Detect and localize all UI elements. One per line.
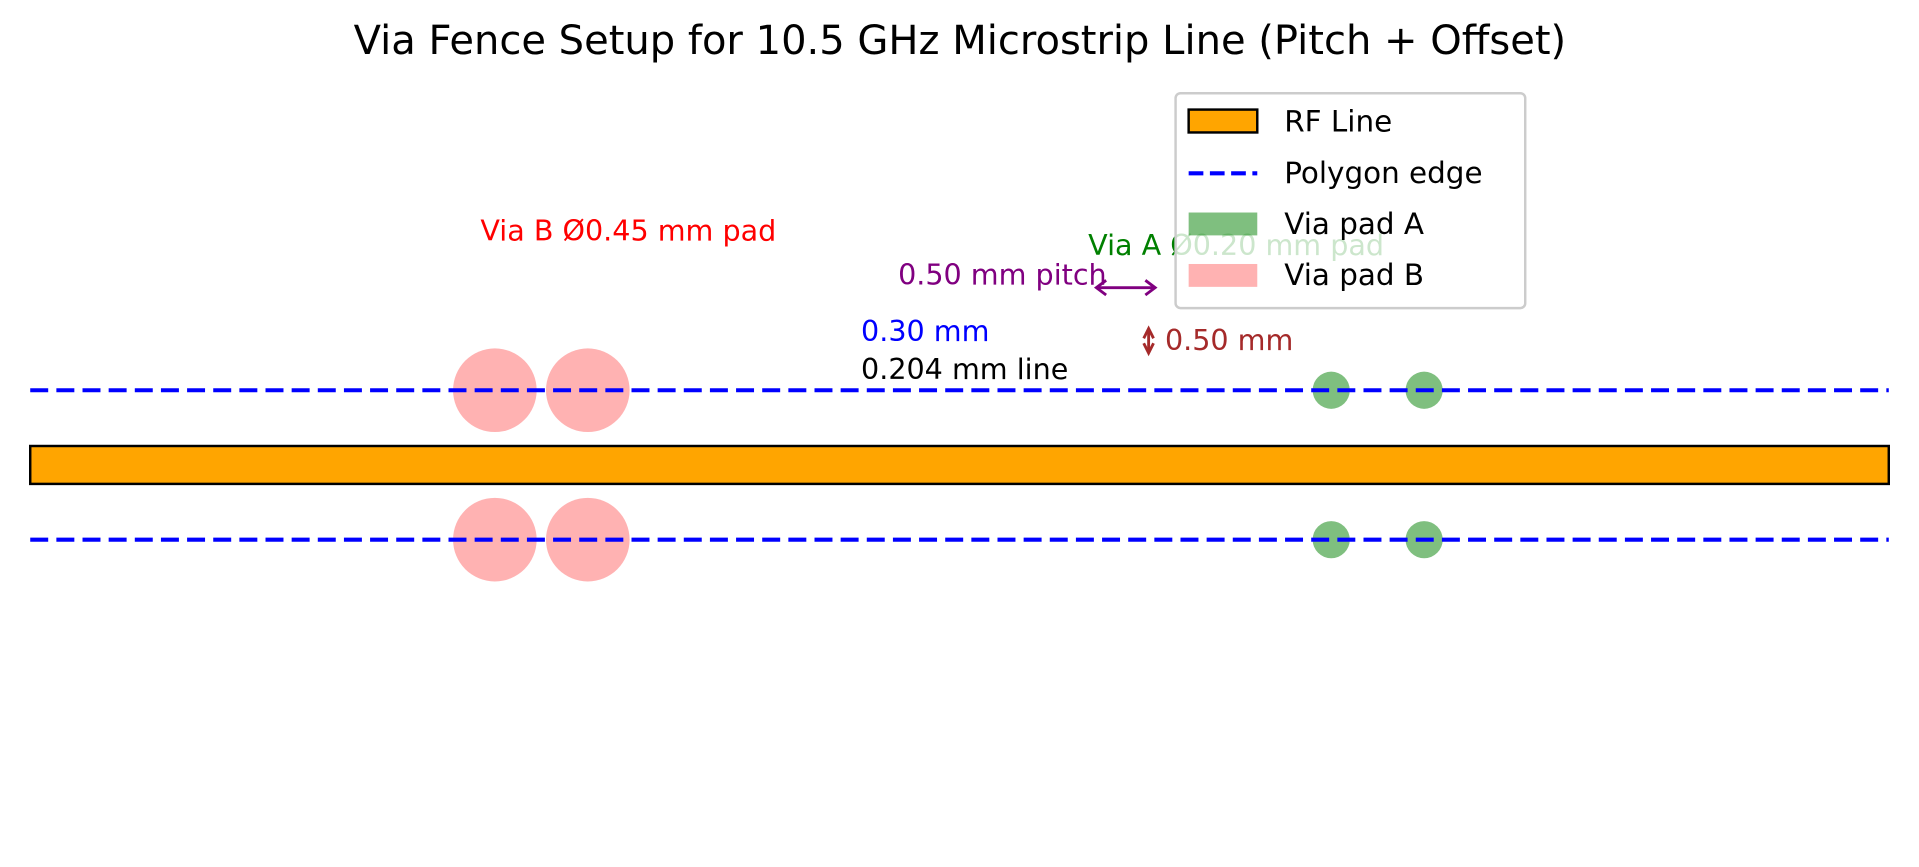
gap-label: 0.30 mm — [861, 314, 989, 348]
pitch-arrow — [1093, 279, 1158, 297]
legend-label-via-a: Via pad A — [1284, 207, 1424, 241]
via-b-label: Via B Ø0.45 mm pad — [480, 213, 776, 247]
pitch-label: 0.50 mm pitch — [898, 257, 1107, 291]
via-pad-b — [453, 497, 537, 582]
via-pad-a — [1312, 371, 1350, 409]
line-width-label: 0.204 mm line — [861, 352, 1068, 386]
legend-swatch-via-b — [1188, 263, 1258, 287]
legend-swatch-via-a — [1188, 212, 1258, 236]
via-pad-a — [1312, 521, 1350, 559]
via-pad-b — [453, 348, 537, 433]
legend: RF Line Polygon edge Via pad A Via pad B — [1174, 92, 1527, 310]
offset-arrow — [1142, 325, 1155, 357]
legend-frame — [1174, 92, 1527, 310]
legend-label-polygon-edge: Polygon edge — [1284, 156, 1482, 190]
rf-line — [29, 444, 1890, 486]
legend-label-via-b: Via pad B — [1284, 258, 1424, 292]
figure-title: Via Fence Setup for 10.5 GHz Microstrip … — [354, 18, 1566, 64]
legend-swatch-rf-line — [1187, 108, 1259, 134]
legend-label-rf-line: RF Line — [1284, 105, 1392, 139]
plot-area — [29, 348, 1890, 582]
offset-label: 0.50 mm — [1165, 323, 1293, 357]
